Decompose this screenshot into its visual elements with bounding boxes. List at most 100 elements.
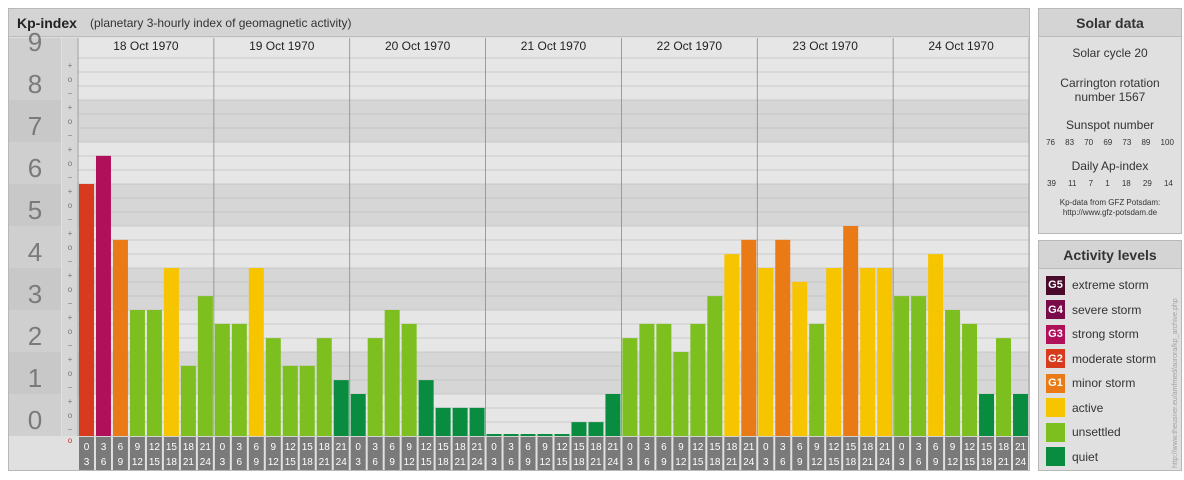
interval-end-label: 6 (644, 457, 650, 468)
activity-level-swatch (1046, 398, 1065, 417)
carrington-line-2: number 1567 (1074, 90, 1146, 104)
interval-cell (690, 437, 706, 470)
ap-value: 1 (1105, 179, 1110, 188)
interval-end-label: 12 (404, 457, 416, 468)
minor-mark: o (68, 75, 73, 84)
interval-start-label: 15 (573, 442, 585, 453)
interval-end-label: 24 (472, 457, 484, 468)
interval-start-label: 9 (678, 442, 684, 453)
kp-bar (95, 155, 111, 437)
kp-bar (520, 434, 536, 436)
interval-cell (656, 437, 672, 470)
activity-level-label: strong storm (1072, 327, 1139, 341)
interval-end-label: 21 (998, 457, 1010, 468)
interval-start-label: 0 (491, 442, 497, 453)
minor-mark: o (68, 243, 73, 252)
ap-values: 39 11 7 1 18 29 14 (1039, 179, 1181, 188)
interval-cell (673, 437, 689, 470)
interval-end-label: 18 (302, 457, 314, 468)
interval-end-label: 15 (964, 457, 976, 468)
activity-level-label: extreme storm (1072, 278, 1149, 292)
interval-cell (248, 437, 264, 470)
ap-value: 14 (1163, 179, 1173, 188)
minor-mark: o (68, 327, 73, 336)
kp-bar (299, 365, 315, 436)
kp-bar-chart: 0123456789+o−+o−+o−+o−+o−+o−+o−+o−+o−o18… (9, 27, 1029, 470)
interval-cell (741, 437, 757, 470)
interval-start-label: 6 (797, 442, 803, 453)
interval-cell (316, 437, 332, 470)
interval-start-label: 12 (964, 442, 976, 453)
ap-value: 39 (1047, 179, 1056, 188)
interval-end-label: 24 (879, 457, 891, 468)
interval-cell (452, 437, 468, 470)
activity-level-swatch: G5 (1046, 275, 1065, 295)
interval-end-label: 6 (372, 457, 378, 468)
plot-band (78, 142, 1029, 184)
interval-start-label: 6 (389, 442, 395, 453)
interval-start-label: 9 (542, 442, 548, 453)
interval-start-label: 9 (406, 442, 412, 453)
interval-cell (486, 437, 502, 470)
interval-end-label: 21 (183, 457, 195, 468)
activity-level-item: quiet (1046, 447, 1098, 467)
interval-end-label: 15 (556, 457, 568, 468)
interval-cell (95, 437, 111, 470)
y-scale-band (9, 394, 61, 436)
interval-end-label: 21 (319, 457, 331, 468)
interval-start-label: 21 (879, 442, 891, 453)
kp-bar (605, 394, 621, 436)
interval-cell (860, 437, 876, 470)
interval-end-label: 3 (627, 457, 633, 468)
kp-bar (401, 323, 417, 436)
y-tick-label: 5 (28, 195, 42, 225)
day-label: 19 Oct 1970 (249, 39, 315, 53)
interval-cell (180, 437, 196, 470)
minor-mark: + (68, 103, 73, 112)
interval-cell (384, 437, 400, 470)
sunspot-values: 76 83 70 69 73 89 100 (1039, 138, 1181, 147)
activity-level-label: severe storm (1072, 302, 1142, 317)
kp-bar (656, 323, 672, 436)
kp-bar (214, 323, 230, 436)
interval-cell (945, 437, 961, 470)
kp-bar (571, 422, 587, 436)
interval-start-label: 12 (556, 442, 568, 453)
interval-start-label: 0 (763, 442, 769, 453)
interval-start-label: 12 (285, 442, 297, 453)
interval-cell (928, 437, 944, 470)
interval-start-label: 18 (862, 442, 874, 453)
interval-end-label: 15 (828, 457, 840, 468)
carrington-line-1: Carrington rotation (1060, 76, 1160, 90)
activity-level-label: quiet (1072, 449, 1099, 464)
minor-mark: − (68, 89, 73, 98)
kp-bar (554, 434, 570, 436)
minor-mark: o (68, 159, 73, 168)
interval-start-label: 21 (200, 442, 212, 453)
interval-end-label: 18 (709, 457, 721, 468)
day-label: 23 Oct 1970 (793, 39, 859, 53)
interval-start-label: 3 (372, 442, 378, 453)
date-band (78, 38, 1029, 58)
kp-bar (945, 310, 961, 436)
interval-start-label: 18 (183, 442, 195, 453)
interval-cell (469, 437, 485, 470)
activity-level-item: unsettled (1046, 422, 1121, 442)
activity-level-label: active (1072, 400, 1104, 415)
interval-end-label: 18 (166, 457, 178, 468)
interval-end-label: 6 (780, 457, 786, 468)
interval-end-label: 24 (743, 457, 755, 468)
interval-cell (962, 437, 978, 470)
interval-cell (214, 437, 230, 470)
y-tick-label: 7 (28, 111, 42, 141)
interval-start-label: 18 (590, 442, 602, 453)
kp-bar (146, 310, 162, 436)
kp-bar (435, 407, 451, 436)
kp-bar (112, 239, 128, 436)
day-label: 21 Oct 1970 (521, 39, 587, 53)
interval-end-label: 9 (118, 457, 124, 468)
activity-level-swatch (1046, 447, 1065, 466)
interval-cell (588, 437, 604, 470)
interval-start-label: 18 (726, 442, 738, 453)
activity-level-label: unsettled (1072, 425, 1121, 439)
